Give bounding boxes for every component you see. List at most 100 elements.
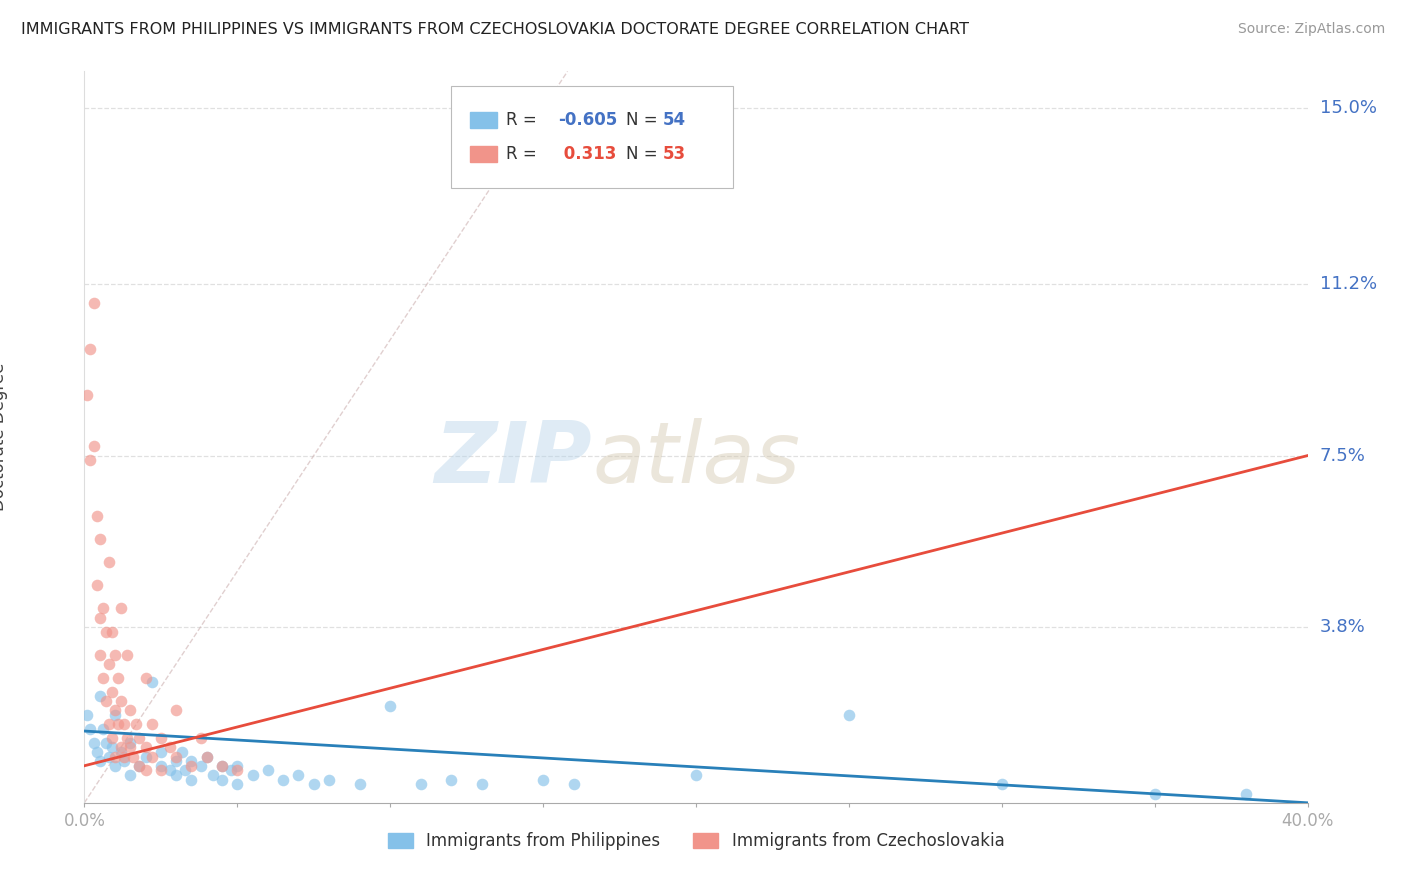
Point (115, 731, 138, 745)
Point (112, 749, 135, 764)
Point (302, 777, 325, 791)
Point (226, 764, 249, 778)
Point (97, 749, 120, 764)
Point (97, 657, 120, 671)
Point (409, 777, 432, 791)
Legend: Immigrants from Philippines, Immigrants from Czechoslovakia: Immigrants from Philippines, Immigrants … (381, 825, 1011, 856)
Text: N =: N = (626, 145, 664, 163)
Point (91, 601, 114, 615)
Point (79, 342, 101, 356)
Point (91, 722, 114, 736)
Point (1236, 787, 1258, 801)
Point (349, 777, 371, 791)
Point (440, 772, 463, 787)
Point (79, 453, 101, 467)
Point (211, 772, 233, 787)
Point (380, 698, 402, 713)
Point (195, 749, 218, 764)
Point (104, 648, 127, 662)
Point (226, 758, 249, 772)
Point (318, 772, 340, 787)
Text: ZIP: ZIP (434, 417, 592, 500)
Point (79, 722, 101, 736)
Point (1143, 787, 1166, 801)
Point (165, 754, 187, 768)
Point (141, 749, 163, 764)
Point (287, 768, 309, 782)
Point (104, 707, 127, 722)
Point (128, 758, 150, 772)
Point (190, 758, 212, 772)
Point (97, 555, 120, 569)
Point (838, 707, 860, 722)
Point (101, 624, 124, 639)
Point (89, 648, 111, 662)
Text: -0.605: -0.605 (558, 112, 617, 129)
Point (83, 439, 105, 453)
Point (125, 717, 148, 731)
Point (271, 772, 294, 787)
Text: 53: 53 (664, 145, 686, 163)
Point (83, 295, 105, 310)
Bar (470, 146, 496, 162)
Point (211, 758, 233, 772)
Point (86, 745, 108, 759)
Text: 11.2%: 11.2% (1320, 276, 1376, 293)
Point (94, 736, 117, 750)
Point (135, 671, 157, 685)
Text: R =: R = (506, 145, 543, 163)
Point (219, 764, 242, 778)
Point (112, 754, 135, 768)
Text: N =: N = (626, 112, 664, 129)
Point (115, 648, 138, 662)
Point (201, 768, 224, 782)
Point (120, 736, 142, 750)
Point (122, 749, 145, 764)
Text: Doctorate Degree: Doctorate Degree (0, 363, 8, 511)
Point (128, 731, 150, 745)
Text: 7.5%: 7.5% (1320, 447, 1365, 465)
Point (110, 694, 132, 708)
Point (149, 758, 172, 772)
Point (149, 731, 172, 745)
Point (120, 703, 142, 717)
Point (685, 768, 707, 782)
Point (159, 764, 181, 778)
Text: 3.8%: 3.8% (1320, 618, 1365, 636)
Point (120, 740, 142, 755)
Point (149, 764, 172, 778)
Point (83, 736, 105, 750)
Point (471, 777, 494, 791)
Point (76, 707, 98, 722)
Point (101, 731, 124, 745)
Point (107, 671, 129, 685)
Point (110, 745, 132, 759)
Point (165, 749, 187, 764)
Point (165, 768, 187, 782)
Point (104, 758, 127, 772)
FancyBboxPatch shape (451, 86, 733, 188)
Point (86, 508, 108, 523)
Text: atlas: atlas (592, 417, 800, 500)
Point (141, 717, 163, 731)
Point (110, 601, 132, 615)
Point (242, 768, 264, 782)
Point (211, 758, 233, 772)
Point (180, 754, 202, 768)
Point (135, 740, 157, 755)
Point (257, 764, 280, 778)
Point (135, 749, 157, 764)
Point (991, 777, 1014, 791)
Point (172, 745, 194, 759)
Point (89, 690, 111, 704)
Text: IMMIGRANTS FROM PHILIPPINES VS IMMIGRANTS FROM CZECHOSLOVAKIA DOCTORATE DEGREE C: IMMIGRANTS FROM PHILIPPINES VS IMMIGRANT… (21, 22, 969, 37)
Point (190, 731, 212, 745)
Point (76, 388, 98, 402)
Text: 15.0%: 15.0% (1320, 99, 1376, 118)
Text: 54: 54 (664, 112, 686, 129)
Point (180, 772, 202, 787)
Point (562, 777, 585, 791)
Point (531, 772, 554, 787)
Point (101, 684, 124, 698)
Point (112, 717, 135, 731)
